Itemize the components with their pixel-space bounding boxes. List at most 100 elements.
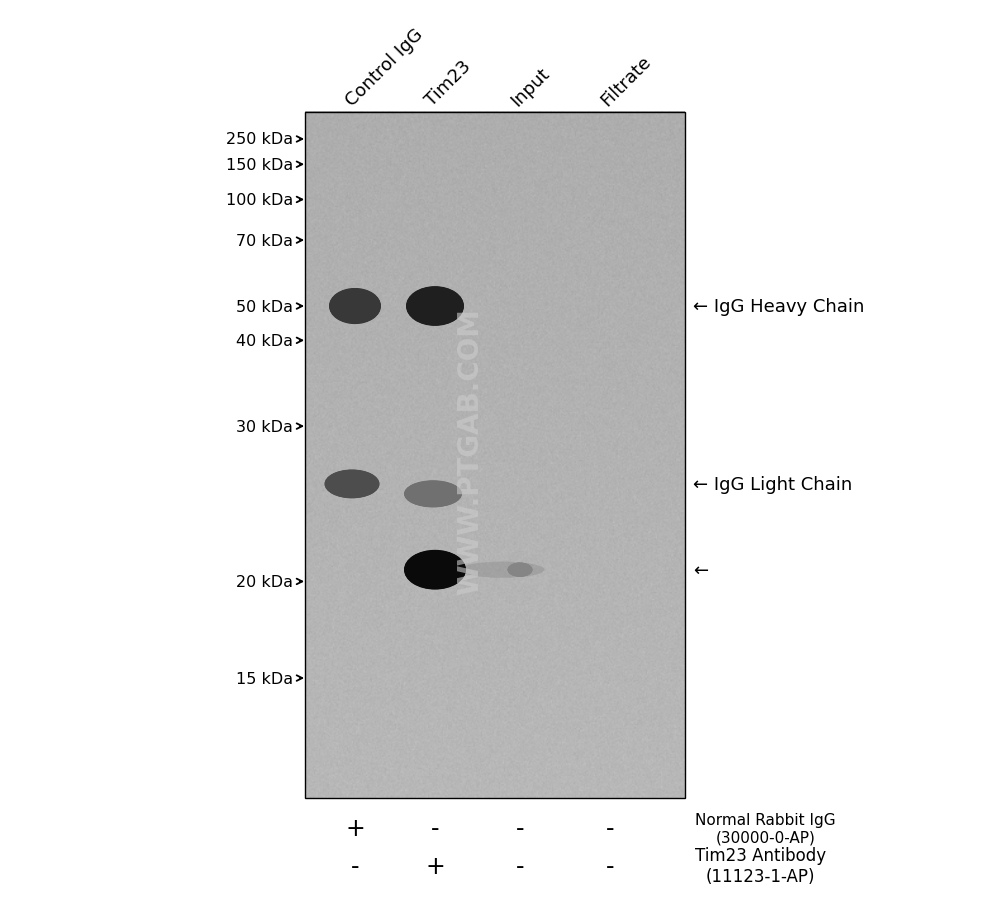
Text: 20 kDa: 20 kDa	[236, 575, 293, 589]
Ellipse shape	[407, 288, 463, 326]
Ellipse shape	[330, 290, 380, 324]
Ellipse shape	[406, 552, 464, 588]
Ellipse shape	[407, 289, 463, 325]
Text: +: +	[345, 816, 365, 840]
Ellipse shape	[508, 563, 532, 577]
Ellipse shape	[405, 482, 461, 507]
Ellipse shape	[404, 550, 466, 590]
Ellipse shape	[408, 290, 462, 323]
Text: Normal Rabbit IgG
(30000-0-AP): Normal Rabbit IgG (30000-0-AP)	[695, 812, 836, 844]
Ellipse shape	[407, 483, 459, 505]
Text: 50 kDa: 50 kDa	[236, 299, 293, 314]
Ellipse shape	[406, 287, 464, 327]
Ellipse shape	[405, 482, 461, 507]
Ellipse shape	[460, 562, 544, 578]
Ellipse shape	[326, 472, 378, 497]
Text: 150 kDa: 150 kDa	[226, 158, 293, 172]
Ellipse shape	[331, 291, 379, 322]
Ellipse shape	[327, 473, 377, 496]
Ellipse shape	[406, 483, 460, 506]
Text: 250 kDa: 250 kDa	[226, 133, 293, 147]
Ellipse shape	[407, 288, 463, 326]
Text: +: +	[425, 854, 445, 878]
Ellipse shape	[405, 552, 465, 588]
Text: ← IgG Light Chain: ← IgG Light Chain	[693, 475, 852, 493]
Text: Tim23 Antibody
(11123-1-AP): Tim23 Antibody (11123-1-AP)	[695, 847, 826, 885]
Ellipse shape	[326, 471, 378, 498]
Ellipse shape	[509, 565, 531, 575]
Ellipse shape	[406, 553, 464, 587]
Ellipse shape	[406, 287, 464, 327]
Ellipse shape	[326, 471, 378, 498]
Ellipse shape	[326, 472, 378, 497]
Ellipse shape	[405, 551, 465, 589]
Text: -: -	[516, 816, 524, 840]
Text: -: -	[431, 816, 439, 840]
Ellipse shape	[407, 483, 459, 505]
Ellipse shape	[404, 481, 462, 508]
Text: Control IgG: Control IgG	[342, 26, 427, 110]
Ellipse shape	[406, 553, 464, 587]
Text: 30 kDa: 30 kDa	[236, 419, 293, 434]
Ellipse shape	[406, 483, 460, 506]
Ellipse shape	[508, 563, 532, 577]
Ellipse shape	[331, 291, 379, 322]
Text: 100 kDa: 100 kDa	[226, 193, 293, 207]
Ellipse shape	[325, 471, 379, 498]
Ellipse shape	[405, 551, 465, 589]
Ellipse shape	[508, 564, 532, 576]
Text: ← IgG Heavy Chain: ← IgG Heavy Chain	[693, 298, 864, 316]
Ellipse shape	[329, 290, 381, 324]
Ellipse shape	[330, 290, 380, 324]
Ellipse shape	[509, 564, 531, 576]
Text: WWW.PTGAB.COM: WWW.PTGAB.COM	[456, 308, 484, 594]
Ellipse shape	[329, 289, 381, 325]
Ellipse shape	[406, 483, 460, 506]
Ellipse shape	[407, 554, 463, 586]
Text: -: -	[516, 854, 524, 878]
Text: -: -	[351, 854, 359, 878]
Ellipse shape	[325, 470, 379, 499]
Ellipse shape	[408, 290, 462, 324]
Ellipse shape	[405, 552, 465, 588]
Ellipse shape	[508, 564, 532, 576]
Ellipse shape	[404, 481, 462, 508]
Text: 40 kDa: 40 kDa	[236, 334, 293, 348]
Ellipse shape	[332, 292, 378, 321]
Ellipse shape	[404, 550, 466, 590]
Ellipse shape	[331, 291, 379, 322]
Text: -: -	[606, 816, 614, 840]
Ellipse shape	[408, 289, 462, 325]
Ellipse shape	[407, 289, 463, 325]
Ellipse shape	[324, 470, 380, 499]
Ellipse shape	[407, 554, 463, 586]
Text: 70 kDa: 70 kDa	[236, 234, 293, 248]
Text: Filtrate: Filtrate	[597, 53, 655, 110]
Ellipse shape	[331, 292, 379, 321]
Ellipse shape	[508, 563, 532, 577]
Ellipse shape	[327, 473, 377, 496]
Ellipse shape	[508, 564, 532, 576]
Ellipse shape	[408, 290, 462, 324]
Ellipse shape	[407, 554, 463, 586]
Ellipse shape	[330, 290, 380, 323]
Bar	[305, 113, 685, 798]
Ellipse shape	[406, 483, 460, 506]
Text: Tim23: Tim23	[422, 58, 475, 110]
Ellipse shape	[509, 564, 531, 576]
Ellipse shape	[405, 482, 461, 507]
Ellipse shape	[409, 290, 461, 323]
Ellipse shape	[330, 290, 380, 323]
Ellipse shape	[327, 473, 377, 496]
Ellipse shape	[329, 289, 381, 325]
Ellipse shape	[409, 290, 461, 323]
Ellipse shape	[405, 482, 461, 507]
Text: -: -	[606, 854, 614, 878]
Ellipse shape	[326, 472, 378, 497]
Ellipse shape	[325, 471, 379, 498]
Ellipse shape	[508, 564, 532, 576]
Text: ←: ←	[693, 561, 708, 579]
Ellipse shape	[508, 563, 532, 577]
Ellipse shape	[508, 564, 532, 576]
Text: 15 kDa: 15 kDa	[236, 671, 293, 686]
